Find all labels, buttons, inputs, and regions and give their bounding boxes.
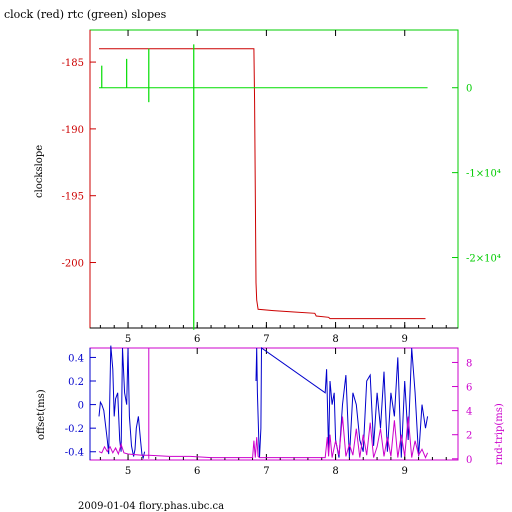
upper-x-tick-label: 9 (402, 334, 408, 345)
chart-title: clock (red) rtc (green) slopes (4, 8, 167, 21)
lower-left-tick-label: 0 (78, 401, 84, 412)
lower-x-tick-label: 7 (263, 466, 269, 477)
upper-right-tick-label: -2×10⁴ (466, 254, 501, 265)
upper-right-tick-label: 0 (466, 84, 472, 95)
lower-panel: offset(ms) rnd-trip(ms) 5 6 7 8 9 0.4 0.2 0 -0.2… (36, 345, 505, 477)
lower-series-offset-late (255, 347, 429, 458)
lower-left-tick-label: 0.2 (68, 377, 84, 388)
lower-right-tick-label: 8 (466, 358, 472, 369)
lower-x-tick-label: 8 (332, 466, 338, 477)
upper-x-tick-label: 8 (332, 334, 338, 345)
lower-series-offset (98, 345, 146, 460)
footer-text: 2009-01-04 flory.phas.ubc.ca (78, 501, 224, 512)
upper-series-clock (99, 48, 426, 320)
lower-right-tick-label: 2 (466, 431, 472, 442)
lower-series-rnd-trip (98, 416, 429, 459)
lower-right-tick-label: 4 (466, 407, 472, 418)
lower-right-label: rnd-trip(ms) (494, 403, 505, 465)
lower-x-tick-label: 5 (125, 466, 131, 477)
upper-left-tick-label: -190 (62, 125, 84, 136)
upper-panel: clockslope 5 6 7 8 9 -185 -190 -195 -200 0 -1×10⁴ -… (34, 29, 501, 345)
upper-x-tick-label: 7 (263, 334, 269, 345)
lower-x-tick-label: 9 (402, 466, 408, 477)
lower-right-tick-label: 0 (466, 455, 472, 466)
lower-left-tick-label: -0.2 (65, 424, 84, 435)
lower-left-tick-label: -0.4 (65, 448, 84, 459)
lower-right-tick-label: 6 (466, 383, 472, 394)
lower-ticks: 5 6 7 8 9 0.4 0.2 0 -0.2 -0.4 8 6 4 2 0 (65, 348, 472, 477)
upper-x-tick-label: 5 (125, 334, 131, 345)
upper-right-tick-label: -1×10⁴ (466, 169, 501, 180)
lower-left-tick-label: 0.4 (68, 353, 84, 364)
upper-ticks: 5 6 7 8 9 -185 -190 -195 -200 0 -1×10⁴ -2×10⁴ (62, 30, 501, 345)
upper-ylabel: clockslope (34, 145, 45, 198)
upper-series (98, 44, 428, 330)
upper-left-tick-label: -200 (62, 259, 84, 270)
lower-x-tick-label: 6 (194, 466, 200, 477)
upper-plot-frame-right (89, 29, 459, 329)
upper-left-tick-label: -185 (62, 58, 84, 69)
upper-x-tick-label: 6 (194, 334, 200, 345)
lower-left-label: offset(ms) (36, 389, 47, 440)
lower-series (98, 345, 429, 460)
upper-left-tick-label: -195 (62, 192, 84, 203)
